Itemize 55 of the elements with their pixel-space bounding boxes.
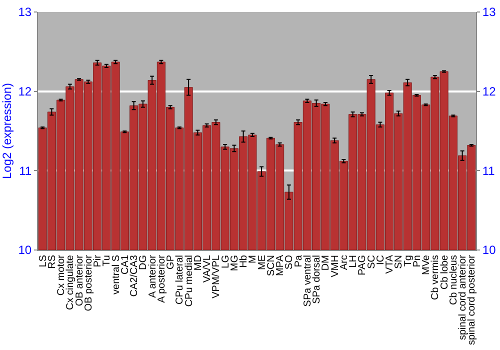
x-tick-label: CA2/CA3 — [129, 254, 140, 297]
y2-tick-label: 12 — [482, 84, 496, 99]
x-tick-label: CPu medial — [184, 255, 195, 307]
x-tick-label: Hb — [238, 254, 250, 268]
x-tick-label: OB anterior — [74, 254, 86, 306]
x-tick-label: GP — [166, 254, 177, 270]
x-tick-label: VTA — [384, 254, 396, 274]
y-tick-label: 12 — [18, 84, 32, 99]
x-tick-label: SN — [394, 255, 405, 269]
x-tick-label: ME — [256, 254, 268, 270]
x-tick-label: SPa ventral — [302, 255, 314, 307]
x-tick-label: VPM/VPL — [211, 254, 222, 298]
x-tick-label: Pa — [293, 254, 304, 268]
x-tick-label: Pir — [92, 254, 104, 268]
x-tick-label: SCN — [266, 255, 277, 276]
y2-tick-label: 11 — [482, 164, 496, 178]
y-tick-label: 13 — [18, 5, 32, 20]
x-tick-label: spinal cord anterior — [458, 254, 469, 340]
y-axis-title: Log2 (expression) — [0, 82, 14, 180]
x-tick-label: A anterior — [147, 254, 158, 298]
x-tick-label: MVe — [421, 254, 432, 276]
x-tick-label: Arc — [338, 255, 350, 270]
x-tick-label: MD — [192, 255, 204, 271]
y2-tick-label: 10 — [482, 243, 496, 258]
x-tick-label: CA1 — [120, 254, 131, 274]
x-tick-label: DG — [138, 254, 150, 270]
x-tick-label: Cb nucleus — [448, 255, 460, 306]
x-tick-label: spinal cord posterior — [466, 254, 478, 346]
x-tick-label: RS — [46, 254, 58, 269]
y2-tick-label: 13 — [482, 5, 496, 20]
x-tick-label: SC — [366, 255, 378, 269]
x-tick-label: CPu lateral — [174, 255, 186, 304]
x-tick-label: Cx cingulate — [65, 254, 76, 310]
x-tick-label: LS — [38, 254, 49, 268]
x-tick-label: M — [248, 255, 259, 264]
x-tick-label: A posterior — [156, 254, 168, 303]
x-tick-label: SPa dorsal — [312, 255, 323, 304]
x-tick-label: MPA — [275, 254, 286, 276]
x-tick-label: Pn — [412, 255, 423, 268]
x-tick-label: Tu — [102, 255, 113, 266]
x-tick-label: VMH — [330, 255, 341, 278]
x-tick-label: Cb lobe — [439, 254, 450, 290]
x-tick-label: IC — [375, 255, 386, 265]
x-tick-label: Tg — [402, 255, 414, 267]
x-tick-label: SO — [284, 254, 296, 270]
x-tick-label: LG — [220, 254, 232, 268]
x-tick-label: LH — [348, 255, 360, 268]
y-tick-label: 10 — [18, 243, 32, 258]
x-tick-label: ventral S — [110, 254, 122, 294]
x-tick-label: DM — [320, 255, 332, 271]
x-tick-label: OB posterior — [83, 254, 94, 312]
x-tick-label: PAG — [357, 254, 368, 276]
y-tick-label: 11 — [19, 164, 32, 178]
x-tick-label: MG — [229, 254, 240, 272]
x-tick-label: Cb vermis — [430, 255, 442, 300]
